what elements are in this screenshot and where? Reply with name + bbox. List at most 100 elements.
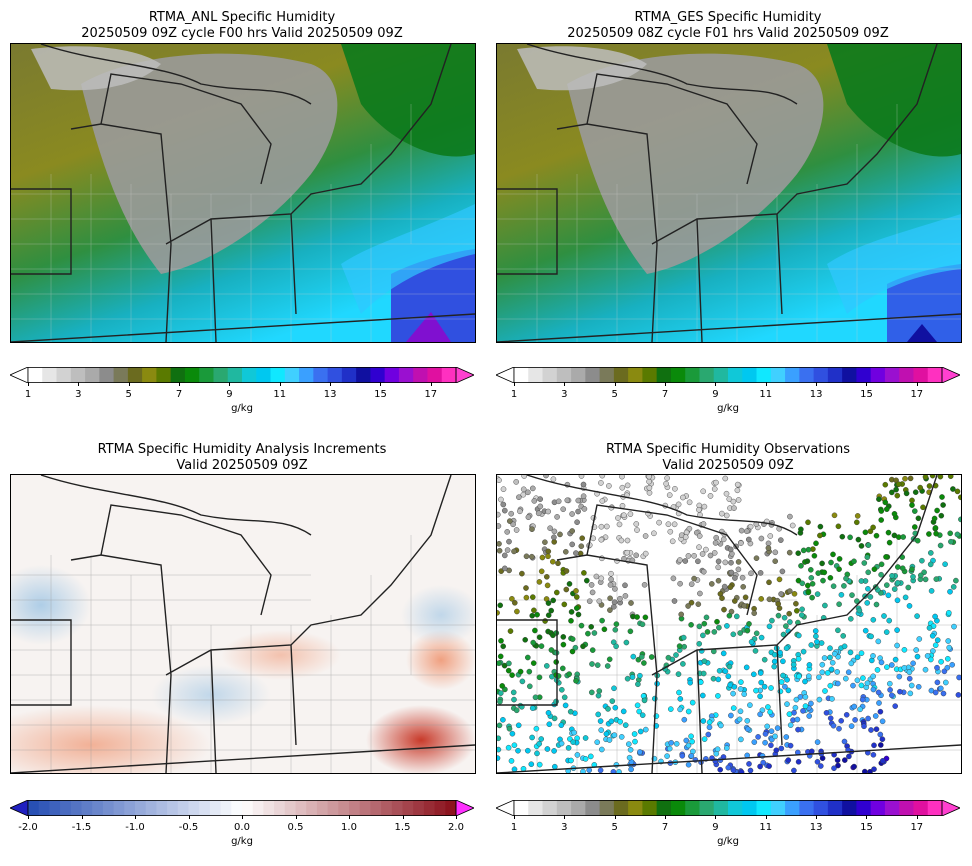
observation-marker bbox=[817, 763, 824, 769]
humidity-field-ges bbox=[497, 44, 961, 342]
colorbar-segment bbox=[402, 800, 414, 816]
observation-marker bbox=[777, 537, 784, 543]
colorbar-tick-label: 3 bbox=[561, 389, 568, 400]
observation-marker bbox=[791, 591, 798, 597]
observation-marker bbox=[829, 696, 835, 702]
colorbar-segment bbox=[349, 800, 361, 816]
colorbar-segment bbox=[827, 367, 843, 383]
colorbar-segment bbox=[284, 367, 300, 383]
observation-marker bbox=[775, 612, 782, 619]
colorbar-tick-mark bbox=[128, 382, 130, 386]
observation-marker bbox=[721, 583, 728, 590]
observation-marker bbox=[842, 675, 849, 682]
observation-marker bbox=[611, 685, 617, 692]
colorbar-segment bbox=[613, 367, 629, 383]
observation-marker bbox=[679, 752, 686, 759]
observation-marker bbox=[620, 708, 627, 715]
colorbar-segment bbox=[42, 367, 58, 383]
observation-marker bbox=[594, 662, 601, 668]
observation-marker bbox=[626, 754, 633, 761]
observation-marker bbox=[896, 673, 903, 680]
colorbar-segment bbox=[263, 800, 275, 816]
observation-marker bbox=[922, 475, 929, 480]
observation-marker bbox=[958, 516, 961, 523]
observation-marker bbox=[642, 550, 649, 557]
observation-marker bbox=[675, 671, 682, 677]
observation-marker bbox=[686, 525, 693, 532]
observation-marker bbox=[685, 708, 692, 715]
observation-marker bbox=[875, 689, 882, 696]
observation-marker bbox=[814, 591, 821, 597]
observation-marker bbox=[723, 512, 730, 519]
colorbar-tick-mark bbox=[330, 382, 332, 386]
map-anl bbox=[10, 43, 476, 343]
colorbar-unit: g/kg bbox=[717, 403, 739, 414]
observation-marker bbox=[542, 618, 548, 624]
observation-marker bbox=[753, 555, 760, 561]
observation-marker bbox=[741, 691, 747, 697]
colorbar-frame bbox=[27, 367, 457, 383]
observation-marker bbox=[515, 722, 522, 729]
colorbar-under-arrow bbox=[495, 799, 515, 817]
colorbar-tick-mark bbox=[279, 382, 281, 386]
colorbar-segment bbox=[49, 800, 61, 816]
observation-marker bbox=[779, 568, 786, 575]
observation-marker bbox=[901, 646, 908, 653]
observation-marker bbox=[883, 582, 890, 588]
observation-marker bbox=[732, 575, 738, 581]
observation-marker bbox=[735, 559, 742, 565]
observation-marker bbox=[529, 612, 536, 619]
observation-marker bbox=[798, 526, 804, 533]
observation-marker bbox=[861, 560, 868, 566]
colorbar-segment bbox=[742, 367, 758, 383]
observation-marker bbox=[696, 544, 702, 550]
observation-marker bbox=[879, 757, 886, 764]
observation-marker bbox=[790, 661, 797, 668]
observation-marker bbox=[868, 727, 874, 733]
observation-marker bbox=[805, 673, 812, 679]
observation-marker bbox=[585, 630, 591, 637]
observation-marker bbox=[520, 486, 527, 493]
colorbar-tick-label: 7 bbox=[661, 822, 669, 833]
observation-marker bbox=[873, 726, 880, 732]
colorbar-segment bbox=[81, 800, 93, 816]
colorbar-segment bbox=[728, 367, 743, 383]
observation-marker bbox=[945, 638, 952, 644]
observation-marker bbox=[809, 594, 815, 601]
observation-marker bbox=[738, 736, 744, 743]
observation-marker bbox=[809, 581, 816, 587]
observation-marker bbox=[870, 673, 877, 680]
observation-marker bbox=[737, 708, 744, 715]
observation-marker bbox=[949, 661, 956, 668]
colorbar-tick-label: 11 bbox=[759, 822, 773, 833]
observation-marker bbox=[777, 649, 783, 656]
observation-marker bbox=[856, 607, 863, 614]
observation-marker bbox=[894, 597, 901, 604]
panel-title-ges: RTMA_GES Specific Humidity 20250509 08Z … bbox=[496, 10, 960, 42]
observation-marker bbox=[917, 572, 924, 579]
observation-marker bbox=[891, 511, 898, 517]
colorbar-segment bbox=[142, 367, 157, 383]
colorbar-under-arrow bbox=[9, 799, 29, 817]
colorbar-ges: 1 3 5 7 9 11 13 15 17 g/kg bbox=[495, 366, 961, 427]
observation-marker bbox=[914, 653, 921, 660]
observation-marker bbox=[646, 489, 653, 496]
observation-marker bbox=[829, 659, 836, 666]
observation-marker bbox=[708, 581, 715, 587]
observation-marker bbox=[951, 623, 957, 630]
observation-marker bbox=[611, 603, 617, 610]
observation-marker bbox=[954, 488, 961, 495]
observation-marker bbox=[670, 575, 677, 582]
observation-marker bbox=[721, 606, 727, 613]
observation-marker bbox=[818, 640, 825, 646]
observation-marker bbox=[758, 596, 765, 602]
observation-marker bbox=[639, 712, 646, 718]
colorbar-segment bbox=[628, 367, 643, 383]
observation-marker bbox=[607, 595, 613, 602]
colorbar-tick-mark bbox=[514, 382, 515, 386]
observation-marker bbox=[523, 553, 530, 560]
colorbar-segment bbox=[799, 367, 815, 383]
observation-marker bbox=[888, 662, 895, 668]
observation-marker bbox=[871, 766, 877, 773]
colorbar-segment bbox=[102, 800, 115, 816]
